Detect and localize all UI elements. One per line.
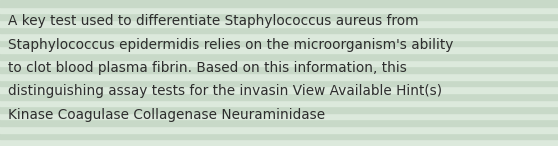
Bar xyxy=(0,73,558,80)
Bar xyxy=(0,33,558,40)
Bar xyxy=(0,126,558,133)
Bar xyxy=(0,133,558,139)
Bar xyxy=(0,53,558,60)
Bar xyxy=(0,80,558,86)
Bar xyxy=(0,100,558,106)
Text: distinguishing assay tests for the invasin View Available Hint(s): distinguishing assay tests for the invas… xyxy=(8,85,442,99)
Bar xyxy=(0,93,558,100)
Bar xyxy=(0,0,558,7)
Bar xyxy=(0,113,558,119)
Bar xyxy=(0,139,558,146)
Bar xyxy=(0,60,558,66)
Text: to clot blood plasma fibrin. Based on this information, this: to clot blood plasma fibrin. Based on th… xyxy=(8,61,407,75)
Bar xyxy=(0,20,558,27)
Bar xyxy=(0,119,558,126)
Bar xyxy=(0,46,558,53)
Bar xyxy=(0,27,558,33)
Bar xyxy=(0,13,558,20)
Text: Staphylococcus epidermidis relies on the microorganism's ability: Staphylococcus epidermidis relies on the… xyxy=(8,38,453,52)
Bar xyxy=(0,7,558,13)
Bar xyxy=(0,40,558,46)
Text: Kinase Coagulase Collagenase Neuraminidase: Kinase Coagulase Collagenase Neuraminida… xyxy=(8,108,325,122)
Bar xyxy=(0,86,558,93)
Text: A key test used to differentiate Staphylococcus aureus from: A key test used to differentiate Staphyl… xyxy=(8,14,418,28)
Bar xyxy=(0,66,558,73)
Bar xyxy=(0,106,558,113)
